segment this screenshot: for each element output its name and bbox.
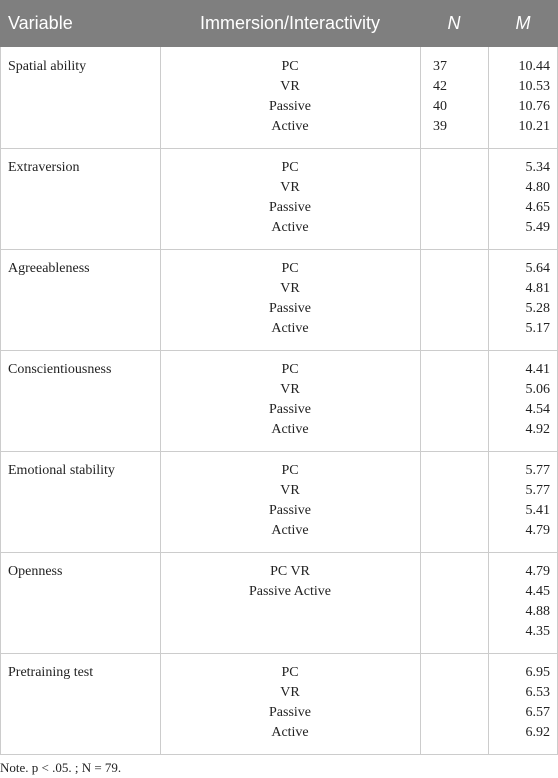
condition-cell: Passive bbox=[269, 402, 311, 417]
variable-cell: Openness bbox=[8, 564, 63, 579]
condition-cell: Passive Active bbox=[248, 584, 332, 599]
m-cell: 5.49 bbox=[525, 220, 551, 235]
condition-cell: VR bbox=[280, 382, 300, 397]
variable-cell: Extraversion bbox=[8, 160, 80, 175]
condition-cell: VR bbox=[280, 281, 300, 296]
m-cell: 6.95 bbox=[525, 665, 551, 680]
m-cell: 4.65 bbox=[525, 200, 551, 215]
condition-cell: PC VR bbox=[270, 564, 310, 579]
m-cell: 5.17 bbox=[525, 321, 551, 336]
row-rule bbox=[0, 148, 558, 149]
m-cell: 6.92 bbox=[525, 725, 551, 740]
variable-cell: Agreeableness bbox=[8, 261, 90, 276]
condition-cell: VR bbox=[280, 685, 300, 700]
condition-cell: VR bbox=[280, 79, 300, 94]
table-border bbox=[0, 47, 1, 754]
variable-cell: Pretraining test bbox=[8, 665, 94, 680]
row-rule bbox=[0, 249, 558, 250]
n-cell: 42 bbox=[433, 79, 447, 94]
column-rule bbox=[488, 47, 489, 754]
condition-cell: Active bbox=[271, 220, 309, 235]
m-cell: 4.35 bbox=[525, 624, 551, 639]
m-cell: 4.45 bbox=[525, 584, 551, 599]
m-cell: 5.77 bbox=[525, 463, 551, 478]
m-cell: 5.41 bbox=[525, 503, 551, 518]
header-cell: Variable bbox=[8, 13, 73, 33]
condition-cell: PC bbox=[281, 362, 299, 377]
m-cell: 4.79 bbox=[525, 523, 551, 538]
condition-cell: PC bbox=[281, 261, 299, 276]
n-cell: 39 bbox=[433, 119, 447, 134]
condition-cell: Passive bbox=[269, 200, 311, 215]
m-cell: 10.76 bbox=[518, 99, 551, 114]
m-cell: 4.41 bbox=[525, 362, 551, 377]
condition-cell: VR bbox=[280, 483, 300, 498]
n-cell: 40 bbox=[433, 99, 447, 114]
column-rule bbox=[160, 47, 161, 754]
n-cell: 37 bbox=[433, 59, 447, 74]
m-cell: 5.34 bbox=[525, 160, 551, 175]
header-bar bbox=[0, 0, 558, 47]
column-rule bbox=[420, 47, 421, 754]
condition-cell: PC bbox=[281, 463, 299, 478]
condition-cell: Passive bbox=[269, 99, 311, 114]
row-rule bbox=[0, 350, 558, 351]
condition-cell: Active bbox=[271, 725, 309, 740]
m-cell: 4.54 bbox=[525, 402, 551, 417]
condition-cell: Passive bbox=[269, 503, 311, 518]
condition-cell: PC bbox=[281, 59, 299, 74]
row-rule bbox=[0, 552, 558, 553]
condition-cell: PC bbox=[281, 160, 299, 175]
m-cell: 10.44 bbox=[518, 59, 551, 74]
table-note: Note. p < .05. ; N = 79. bbox=[0, 760, 122, 775]
m-cell: 5.06 bbox=[525, 382, 551, 397]
condition-cell: Passive bbox=[269, 301, 311, 316]
m-cell: 4.81 bbox=[525, 281, 551, 296]
header-cell: N bbox=[447, 13, 461, 33]
m-cell: 5.28 bbox=[525, 301, 551, 316]
m-cell: 4.92 bbox=[525, 422, 551, 437]
m-cell: 4.80 bbox=[525, 180, 551, 195]
m-cell: 4.88 bbox=[525, 604, 551, 619]
condition-cell: VR bbox=[280, 180, 300, 195]
m-cell: 4.79 bbox=[525, 564, 551, 579]
m-cell: 6.53 bbox=[525, 685, 551, 700]
m-cell: 10.53 bbox=[518, 79, 551, 94]
m-cell: 5.64 bbox=[525, 261, 551, 276]
condition-cell: Active bbox=[271, 321, 309, 336]
condition-cell: PC bbox=[281, 665, 299, 680]
header-cell: Immersion/Interactivity bbox=[199, 13, 381, 33]
variable-cell: Spatial ability bbox=[8, 59, 87, 74]
row-rule bbox=[0, 653, 558, 654]
m-cell: 5.77 bbox=[525, 483, 551, 498]
row-rule bbox=[0, 451, 558, 452]
condition-cell: Passive bbox=[269, 705, 311, 720]
m-cell: 10.21 bbox=[518, 119, 551, 134]
condition-cell: Active bbox=[271, 119, 309, 134]
variable-cell: Emotional stability bbox=[8, 463, 115, 478]
header-cell: M bbox=[515, 13, 531, 33]
condition-cell: Active bbox=[271, 523, 309, 538]
m-cell: 6.57 bbox=[525, 705, 551, 720]
variable-cell: Conscientiousness bbox=[8, 362, 112, 377]
condition-cell: Active bbox=[271, 422, 309, 437]
row-rule bbox=[0, 754, 558, 755]
